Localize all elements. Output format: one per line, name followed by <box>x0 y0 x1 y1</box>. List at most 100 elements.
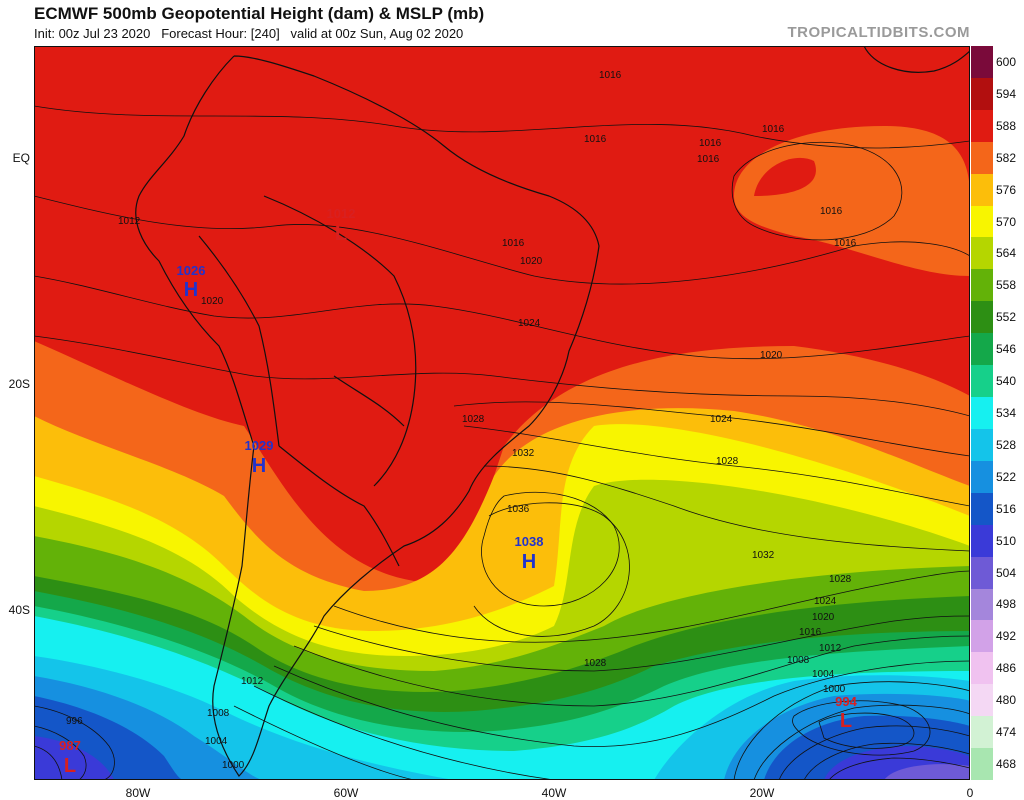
coastline-south-america <box>135 55 600 777</box>
colorbar-label: 522 <box>996 469 1017 484</box>
isobar-label: 1028 <box>829 574 852 585</box>
colorbar-label: 546 <box>996 342 1017 357</box>
weather-map: 1016 1016 1016 1016 1016 1016 1016 1016 … <box>34 46 970 780</box>
high-center-value: 1026 <box>177 263 206 278</box>
colorbar-label: 528 <box>996 437 1017 452</box>
colorbar-label: 600 <box>996 54 1017 69</box>
border-brazil <box>263 195 417 487</box>
colorbar-swatch <box>971 109 993 143</box>
isobar-label: 1024 <box>518 318 541 329</box>
brand-watermark: TROPICALTIDBITS.COM <box>787 24 970 41</box>
colorbar-label: 516 <box>996 501 1017 516</box>
colorbar-label: 588 <box>996 118 1017 133</box>
colorbar-swatch <box>971 46 993 79</box>
isobar-label: 1020 <box>760 350 783 361</box>
isobar-label: 1008 <box>787 655 810 666</box>
isobar-label: 1000 <box>222 760 245 771</box>
colorbar-swatch <box>971 524 993 558</box>
band-588-north-pocket <box>754 157 816 196</box>
colorbar-swatch <box>971 588 993 621</box>
isobar-label: 1032 <box>752 550 775 561</box>
colorbar-swatch <box>971 237 993 270</box>
high-center-letter: H <box>184 279 198 301</box>
band-504-east <box>884 764 970 780</box>
isobar-label: 1016 <box>584 134 607 145</box>
isobar-label: 1024 <box>710 414 733 425</box>
colorbar-swatch <box>971 748 993 781</box>
isobar-label: 1032 <box>512 448 535 459</box>
colorbar-swatch <box>971 492 993 526</box>
isobar-label: 1016 <box>834 238 857 249</box>
colorbar-swatch <box>971 397 993 430</box>
border-argentina <box>278 445 400 567</box>
colorbar-swatch <box>971 652 993 685</box>
band-510 <box>34 736 114 780</box>
isobar-label: 1004 <box>812 669 835 680</box>
colorbar-label: 594 <box>996 86 1017 101</box>
colorbar-label: 576 <box>996 182 1017 197</box>
low-center-value: 987 <box>59 738 81 753</box>
isobar-label: 1016 <box>762 124 785 135</box>
lon-label-20w: 20W <box>749 786 775 800</box>
isobar-label: 996 <box>66 716 83 727</box>
colorbar-swatch <box>971 77 993 111</box>
low-center-letter: L <box>64 755 76 777</box>
colorbar-label: 498 <box>996 597 1017 612</box>
colorbar-label: 534 <box>996 406 1017 420</box>
border-paraguay <box>333 375 405 427</box>
map-subtitle: Init: 00z Jul 23 2020 Forecast Hour: [24… <box>34 26 464 41</box>
colorbar-swatch <box>971 716 993 749</box>
high-center-letter: H <box>252 455 266 477</box>
isobar-label: 1016 <box>502 238 525 249</box>
colorbar-label: 468 <box>996 757 1017 772</box>
border-andes-inner <box>198 235 280 447</box>
isobar-label: 1024 <box>814 596 837 607</box>
colorbar-label: 480 <box>996 693 1017 708</box>
colorbar-swatch <box>971 428 993 462</box>
isobar-label: 1020 <box>201 296 224 307</box>
lat-label-20s: 20S <box>8 377 30 391</box>
isobar-label: 1036 <box>507 504 530 515</box>
isobar-label: 1004 <box>205 736 228 747</box>
high-center-value: 1038 <box>515 534 544 549</box>
colorbar-swatch <box>971 365 993 398</box>
isobar-label: 1008 <box>207 708 230 719</box>
isobar-label: 1028 <box>584 658 607 669</box>
high-center-letter: H <box>522 551 536 573</box>
isobar-label: 1000 <box>823 684 846 695</box>
colorbar-swatch <box>971 333 993 366</box>
isobar-label: 1012 <box>241 676 264 687</box>
colorbar-label: 504 <box>996 565 1017 580</box>
colorbar-label: 558 <box>996 278 1017 293</box>
colorbar-swatch <box>971 141 993 175</box>
low-center-value: 994 <box>835 694 857 709</box>
colorbar-swatch <box>971 205 993 238</box>
colorbar-swatch <box>971 556 993 589</box>
low-center-value: 1012 <box>327 206 356 221</box>
isobar-label: 1016 <box>699 138 722 149</box>
coastline-africa-bulge <box>863 46 970 73</box>
colorbar-label: 564 <box>996 246 1017 261</box>
colorbar-swatch <box>971 173 993 207</box>
colorbar-swatch <box>971 269 993 302</box>
colorbar-swatch <box>971 684 993 717</box>
colorbar-label: 486 <box>996 661 1017 676</box>
colorbar-label: 570 <box>996 214 1017 229</box>
colorbar <box>971 46 993 781</box>
low-center-letter: L <box>335 223 347 245</box>
isobar-label: 1028 <box>462 414 485 425</box>
isobar-label: 1016 <box>799 627 822 638</box>
lon-label-80w: 80W <box>125 786 151 800</box>
isobar-label: 1016 <box>697 154 720 165</box>
isobar-label: 1016 <box>820 206 843 217</box>
colorbar-label: 582 <box>996 150 1017 165</box>
lon-label-60w: 60W <box>333 786 359 800</box>
lon-label-40w: 40W <box>541 786 567 800</box>
low-center-letter: L <box>840 710 852 732</box>
high-center-value: 1029 <box>245 438 274 453</box>
colorbar-label: 540 <box>996 374 1017 389</box>
colorbar-label: 552 <box>996 310 1017 325</box>
colorbar-swatch <box>971 460 993 494</box>
lon-label-0: 0 <box>966 786 974 800</box>
isobar-label: 1016 <box>599 70 622 81</box>
